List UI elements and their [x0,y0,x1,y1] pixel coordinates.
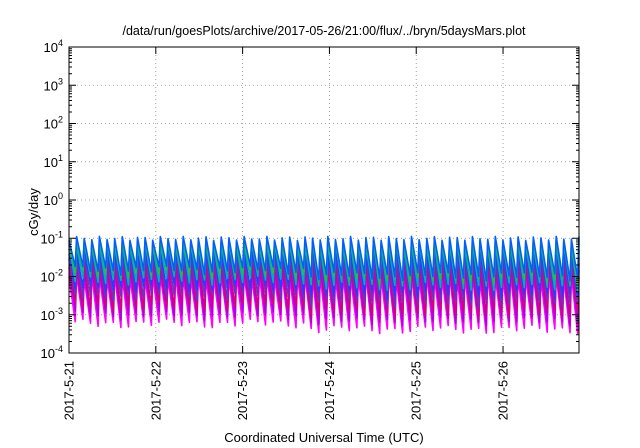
y-tick-label: 102 [44,115,63,132]
y-tick-label: 104 [44,38,63,55]
x-axis: 2017-5-21 2017-5-22 2017-5-23 2017-5-24 2017… [62,47,511,420]
y-tick-label: 100 [44,191,63,208]
y-axis: 10-4 10-3 10-2 10-1 100 101 102 103 104 [41,38,579,361]
y-tick-label: 10-4 [41,344,63,361]
chart-title: /data/run/goesPlots/archive/2017-05-26/2… [122,24,526,38]
x-tick-label: 2017-5-24 [322,361,337,420]
y-tick-label: 10-2 [41,268,63,285]
x-tick-label: 2017-5-22 [148,361,163,420]
x-tick-label: 2017-5-23 [235,361,250,420]
y-tick-label: 103 [44,76,63,93]
series-line [68,235,580,282]
y-tick-label: 10-3 [41,306,63,323]
x-axis-label: Coordinated Universal Time (UTC) [224,430,423,445]
series-group [68,235,580,335]
y-tick-label: 101 [44,153,63,170]
y-axis-label: cGy/day [26,188,41,236]
x-tick-label: 2017-5-26 [496,361,511,420]
y-tick-label: 10-1 [41,229,63,246]
x-tick-label: 2017-5-25 [409,361,424,420]
x-tick-label: 2017-5-21 [62,361,77,420]
